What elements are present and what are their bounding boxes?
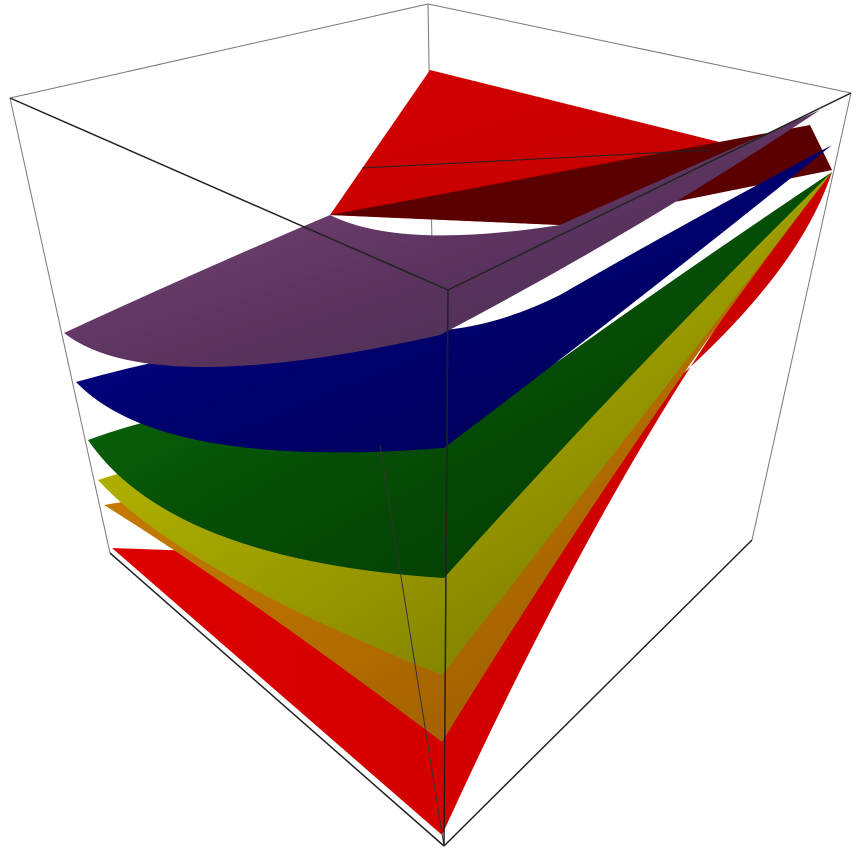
box-edge <box>427 3 852 94</box>
box-edge <box>443 289 449 847</box>
surface-blue <box>76 145 832 453</box>
surface-green <box>88 172 832 578</box>
box-edge-hidden <box>361 149 711 169</box>
box-edge <box>9 3 429 99</box>
box-edge <box>9 97 111 554</box>
box-edge <box>443 539 753 847</box>
bounding-box-front <box>9 92 852 847</box>
box-edge <box>751 92 852 541</box>
surface-purple <box>64 110 820 368</box>
box-edge <box>9 97 449 291</box>
box-edge-hidden <box>379 444 445 847</box>
box-edge <box>447 92 852 291</box>
surface-red <box>112 172 832 835</box>
box-edge <box>109 552 445 847</box>
